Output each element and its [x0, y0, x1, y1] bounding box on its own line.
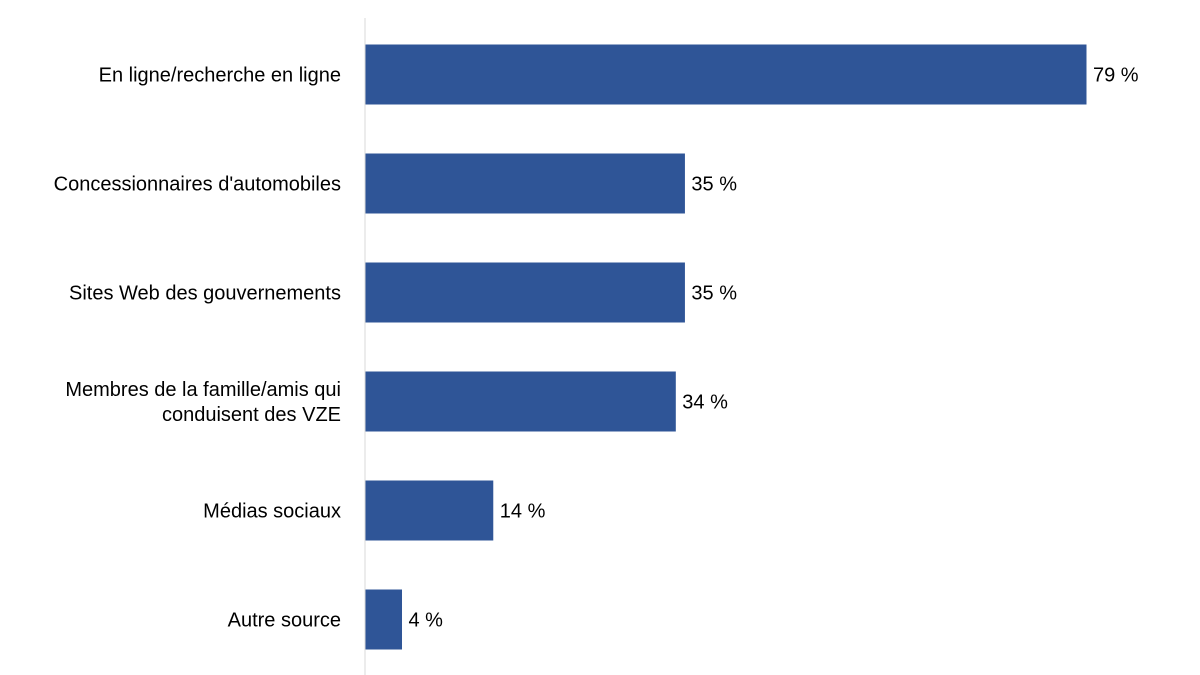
bar — [365, 262, 685, 323]
category-label: Membres de la famille/amis qui conduisent… — [65, 379, 341, 426]
bar — [365, 44, 1087, 105]
bar — [365, 371, 676, 432]
data-label: 79 % — [1093, 65, 1139, 87]
category-label-line: Médias sociaux — [203, 501, 341, 523]
bar — [365, 480, 494, 541]
category-label-line: Sites Web des gouvernements — [69, 283, 341, 305]
data-label: 35 % — [691, 174, 737, 196]
bar — [365, 153, 685, 214]
category-label-line: conduisent des VZE — [162, 404, 341, 426]
data-label: 35 % — [691, 283, 737, 305]
bar — [365, 589, 403, 650]
category-label-line: Concessionnaires d'automobiles — [54, 174, 341, 196]
category-label: Concessionnaires d'automobiles — [54, 174, 341, 196]
data-label: 14 % — [500, 501, 546, 523]
category-label-line: En ligne/recherche en ligne — [99, 65, 341, 87]
data-label: 34 % — [682, 392, 728, 414]
category-label: En ligne/recherche en ligne — [99, 65, 341, 87]
category-label: Autre source — [228, 610, 341, 632]
category-label: Sites Web des gouvernements — [69, 283, 341, 305]
category-label-line: Membres de la famille/amis qui — [65, 379, 341, 401]
category-label: Médias sociaux — [203, 501, 341, 523]
category-label-line: Autre source — [228, 610, 341, 632]
data-label: 4 % — [409, 610, 444, 632]
